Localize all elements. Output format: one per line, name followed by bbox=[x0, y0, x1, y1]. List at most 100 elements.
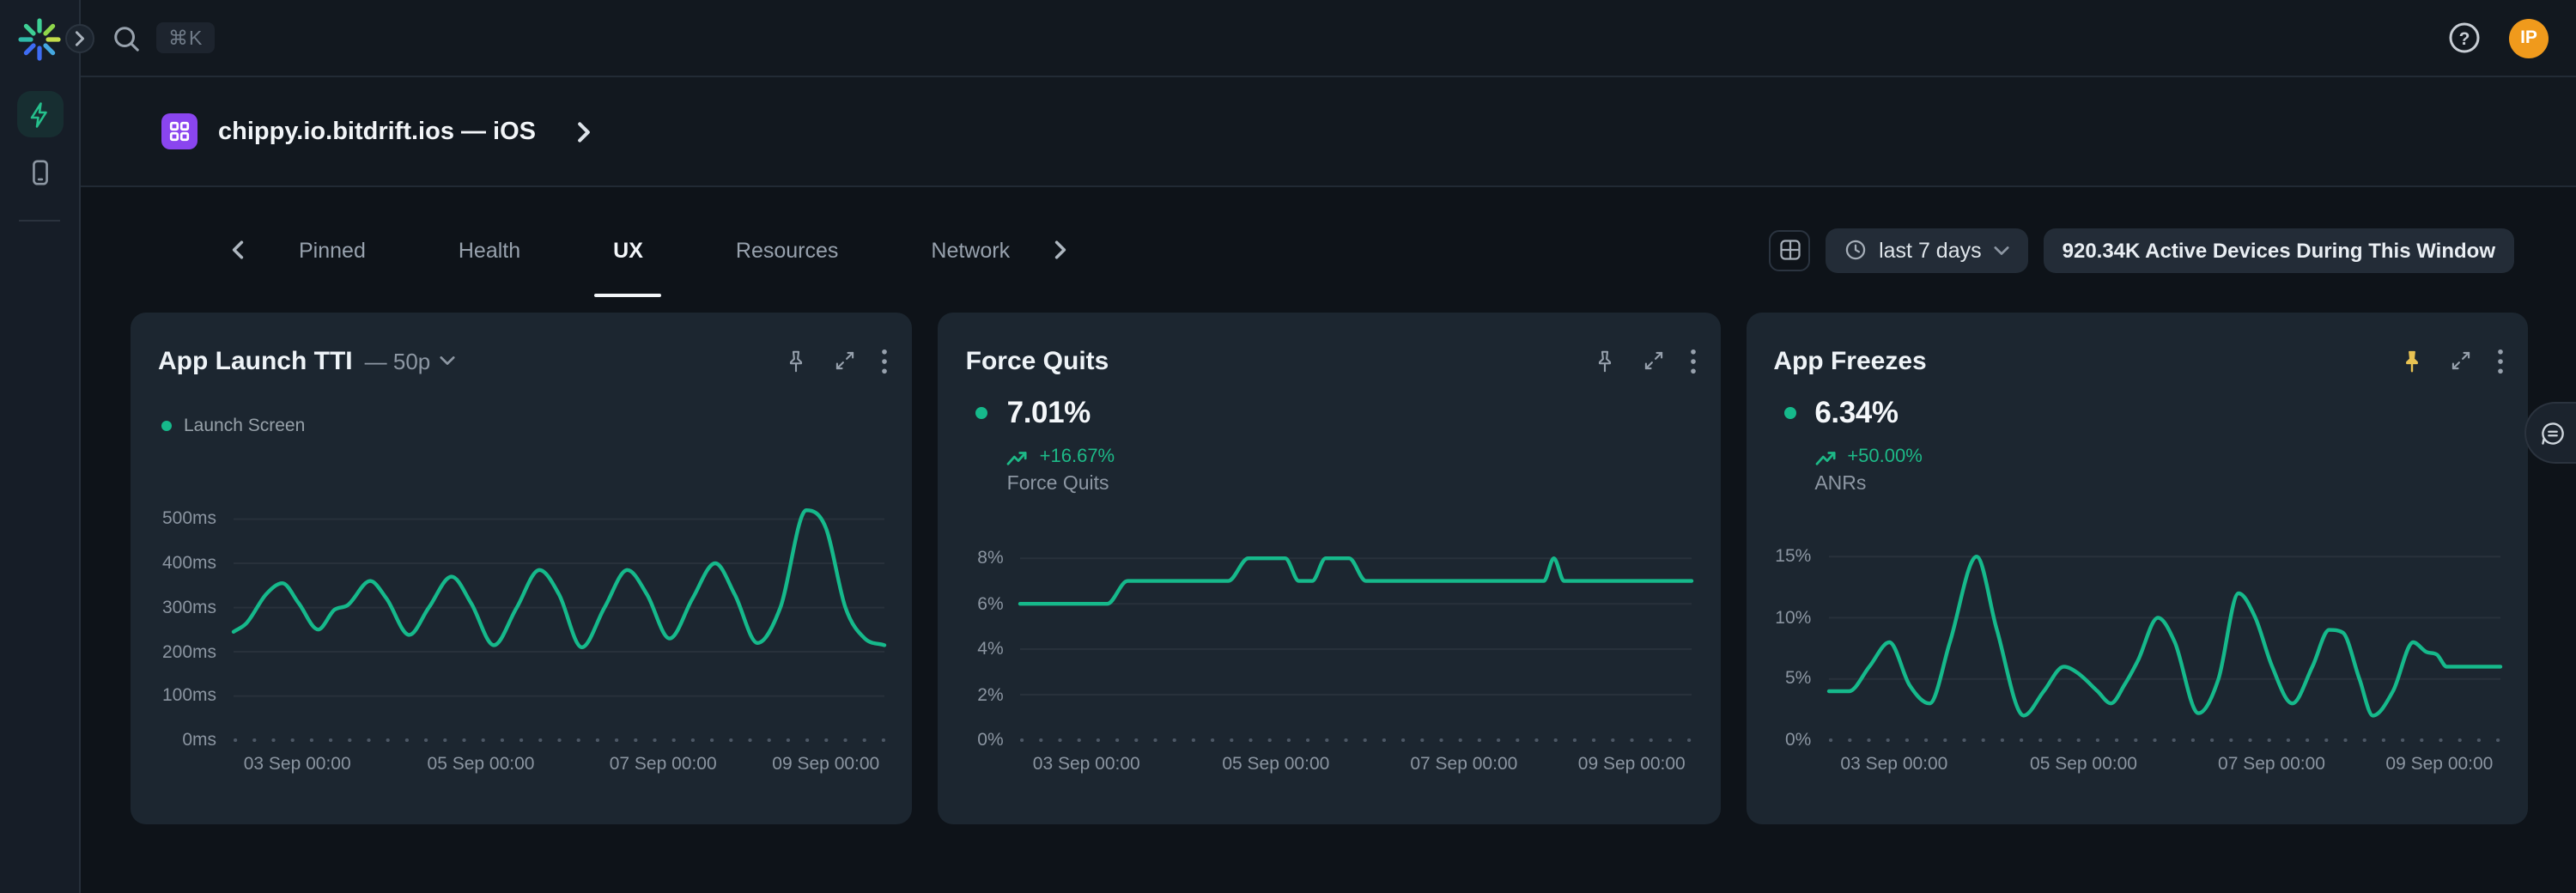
stat-label: ANRs bbox=[1814, 474, 1867, 495]
x-axis-label: 07 Sep 00:00 bbox=[609, 754, 717, 775]
chart-app-freezes[interactable]: 0% 5% 10% 15% 03 Sep 00:00 05 Sep 00:00 07 Sep… bbox=[1773, 501, 2502, 793]
avatar[interactable]: IP bbox=[2509, 18, 2549, 58]
stat-dot bbox=[1783, 407, 1796, 419]
pin-button[interactable] bbox=[1591, 348, 1617, 374]
chat-bubble-icon bbox=[2542, 422, 2564, 444]
pin-button[interactable] bbox=[784, 348, 810, 374]
chevron-right-icon bbox=[1054, 240, 1066, 259]
card-actions bbox=[2399, 348, 2504, 374]
stat-block: 6.34% +50.00% ANRs bbox=[1783, 395, 1923, 495]
sidebar-item-lightning[interactable] bbox=[16, 91, 63, 137]
card-force-quits: Force Quits bbox=[938, 313, 1721, 824]
x-axis-label: 09 Sep 00:00 bbox=[2385, 754, 2494, 775]
y-axis-label: 8% bbox=[977, 548, 1004, 569]
tab-ux[interactable]: UX bbox=[593, 187, 663, 313]
expand-button[interactable] bbox=[2449, 349, 2473, 373]
layout-grid-button[interactable] bbox=[1769, 229, 1811, 270]
x-axis-label: 05 Sep 00:00 bbox=[427, 754, 535, 775]
card-app-freezes: App Freezes bbox=[1746, 313, 2528, 824]
more-options-button[interactable] bbox=[1689, 348, 1696, 374]
x-axis-label: 09 Sep 00:00 bbox=[772, 754, 880, 775]
search-shortcut-badge[interactable]: ⌘K bbox=[156, 22, 216, 53]
kebab-menu-icon bbox=[1690, 348, 1696, 374]
feedback-button[interactable] bbox=[2524, 402, 2576, 464]
app-name[interactable]: chippy.io.bitdrift.ios — iOS bbox=[218, 118, 537, 145]
expand-icon bbox=[836, 351, 854, 370]
y-axis-label: 0ms bbox=[182, 730, 216, 750]
time-range-label: last 7 days bbox=[1879, 238, 1982, 262]
stat-value: 6.34% bbox=[1814, 395, 1899, 429]
active-devices-badge[interactable]: 920.34K Active Devices During This Windo… bbox=[2043, 228, 2514, 272]
tab-health[interactable]: Health bbox=[458, 238, 521, 262]
main-content: Pinned Health UX Resources Network bbox=[81, 187, 2576, 893]
tabs: Pinned Health UX Resources Network bbox=[292, 187, 1017, 313]
x-axis-label: 03 Sep 00:00 bbox=[243, 754, 351, 775]
card-header: App Freezes bbox=[1773, 340, 2504, 381]
search-icon[interactable] bbox=[112, 23, 141, 52]
pin-button-pinned[interactable] bbox=[2399, 348, 2425, 374]
percentile-dropdown[interactable]: — 50p bbox=[365, 348, 455, 374]
chevron-left-icon bbox=[232, 240, 244, 259]
card-app-launch-tti: App Launch TTI — 50p bbox=[131, 313, 913, 824]
x-axis-label: 03 Sep 00:00 bbox=[1840, 754, 1948, 775]
svg-text:?: ? bbox=[2459, 29, 2470, 49]
mobile-device-icon bbox=[32, 160, 47, 185]
expand-icon bbox=[1644, 351, 1662, 370]
y-axis-label: 500ms bbox=[161, 508, 216, 530]
tabs-scroll-right-button[interactable] bbox=[1044, 234, 1077, 266]
tab-pinned[interactable]: Pinned bbox=[299, 238, 366, 262]
y-axis-label: 4% bbox=[977, 639, 1004, 659]
y-axis-label: 300ms bbox=[161, 597, 216, 618]
legend-dot bbox=[161, 421, 172, 431]
topbar: ⌘K ? IP bbox=[81, 0, 2576, 77]
more-options-button[interactable] bbox=[882, 348, 889, 374]
help-icon[interactable]: ? bbox=[2447, 21, 2482, 55]
card-actions bbox=[784, 348, 889, 374]
app-icon[interactable] bbox=[161, 113, 197, 149]
legend-label: Launch Screen bbox=[184, 416, 306, 436]
time-range-selector[interactable]: last 7 days bbox=[1826, 228, 2028, 272]
card-header: Force Quits bbox=[966, 340, 1697, 381]
sidebar bbox=[0, 0, 81, 893]
x-axis-label: 05 Sep 00:00 bbox=[2030, 754, 2137, 775]
trend-up-icon bbox=[1007, 451, 1028, 465]
stat-delta: +50.00% bbox=[1847, 446, 1923, 467]
chevron-right-icon bbox=[578, 121, 590, 142]
expand-button[interactable] bbox=[1641, 349, 1665, 373]
chevron-down-icon bbox=[1994, 246, 2009, 254]
card-actions bbox=[1591, 348, 1696, 374]
active-devices-label: 920.34K Active Devices During This Windo… bbox=[2062, 238, 2495, 262]
stat-label: Force Quits bbox=[1006, 474, 1109, 495]
card-title: App Launch TTI bbox=[158, 346, 353, 375]
tabs-scroll-left-button[interactable] bbox=[222, 234, 254, 266]
y-axis-label: 5% bbox=[1784, 668, 1812, 689]
bitdrift-logo[interactable] bbox=[15, 15, 64, 64]
y-axis-label: 200ms bbox=[161, 641, 216, 662]
bitdrift-burst-icon bbox=[18, 18, 61, 61]
chart-force-quits[interactable]: 0% 2% 4% 6% 8% 03 Sep 00:00 05 Sep 00:00 07 Sep… bbox=[966, 501, 1694, 793]
app-grid-icon bbox=[169, 121, 190, 142]
kebab-menu-icon bbox=[882, 348, 888, 374]
expand-button[interactable] bbox=[834, 349, 858, 373]
y-axis-label: 0% bbox=[1784, 730, 1812, 750]
more-options-button[interactable] bbox=[2497, 348, 2504, 374]
tab-network[interactable]: Network bbox=[931, 238, 1011, 262]
percentile-label: — 50p bbox=[364, 348, 431, 374]
stat-value: 7.01% bbox=[1006, 395, 1091, 429]
y-axis-label: 100ms bbox=[161, 685, 216, 707]
y-axis-label: 15% bbox=[1775, 546, 1812, 568]
pin-icon bbox=[1598, 349, 1611, 372]
x-axis-label: 03 Sep 00:00 bbox=[1032, 754, 1140, 775]
x-axis-label: 07 Sep 00:00 bbox=[2218, 754, 2325, 775]
tab-resources[interactable]: Resources bbox=[735, 238, 839, 262]
sidebar-item-mobile[interactable] bbox=[16, 149, 63, 196]
breadcrumb-chevron[interactable] bbox=[577, 121, 591, 142]
y-axis-label: 400ms bbox=[161, 553, 216, 574]
legend-item-launch-screen[interactable]: Launch Screen bbox=[161, 416, 305, 436]
clock-icon bbox=[1845, 240, 1866, 260]
chart-app-launch-tti[interactable]: 0ms 100ms 200ms 300ms 400ms 500ms 03 Sep 00:00… bbox=[158, 501, 887, 793]
lightning-icon bbox=[30, 101, 47, 127]
sidebar-expand-button[interactable] bbox=[65, 24, 94, 53]
cards-row: App Launch TTI — 50p bbox=[81, 313, 2576, 824]
